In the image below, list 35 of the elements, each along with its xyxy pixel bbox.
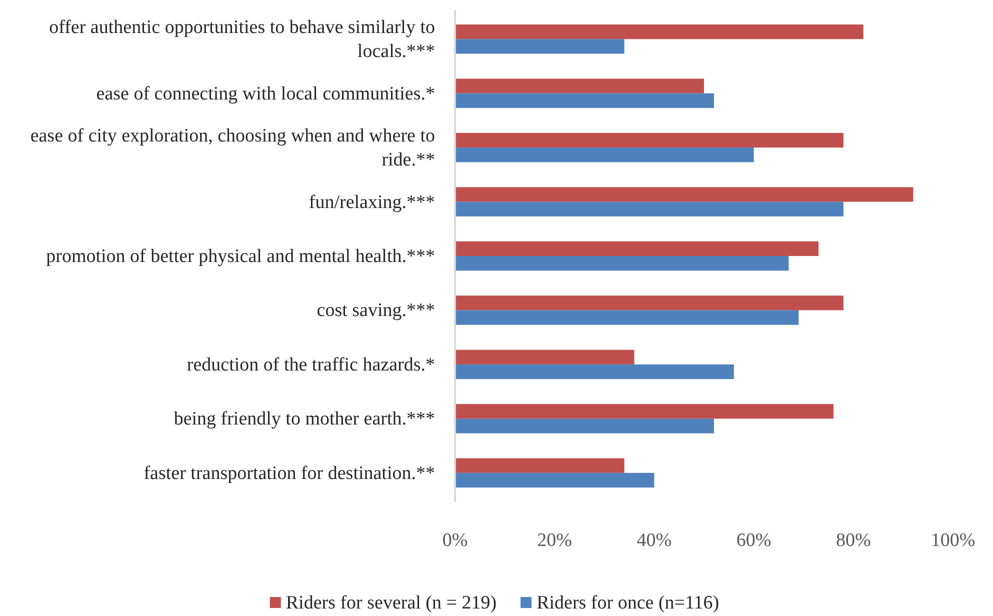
y-tick-label: cost saving.*** (316, 300, 435, 321)
y-tick-label: fun/relaxing.*** (308, 191, 435, 212)
bar (455, 404, 834, 419)
y-tick-label: promotion of better physical and mental health.*** (46, 246, 435, 266)
bar (455, 418, 714, 434)
bar (455, 310, 799, 325)
bar (455, 458, 624, 473)
y-tick-label: ease of connecting with local communities.* (96, 82, 435, 104)
x-tick-label: 60% (736, 530, 772, 551)
bar (455, 148, 754, 162)
bar (455, 364, 734, 380)
bar (455, 24, 864, 40)
legend-label: Riders for once (n=116) (536, 592, 720, 614)
y-tick-label: faster transportation for destination.** (144, 462, 435, 484)
x-tick-label: 40% (636, 530, 672, 551)
bar (455, 202, 844, 216)
bar (455, 132, 844, 148)
bar (455, 296, 844, 310)
bar (455, 93, 714, 108)
y-tick-label: being friendly to mother earth.*** (174, 408, 435, 430)
y-tick-label: reduction of the traffic hazards.* (186, 354, 435, 375)
bar (455, 350, 634, 364)
x-tick-label: 20% (537, 530, 572, 551)
bar (455, 472, 654, 488)
legend-label: Riders for several (n = 219) (286, 592, 497, 614)
y-tick-label: offer authentic opportunities to behave similarly to locals.*** (49, 16, 435, 62)
x-tick-label: 100% (930, 530, 976, 551)
bar (455, 187, 914, 202)
bar (455, 256, 789, 271)
x-tick-label: 80% (836, 530, 871, 551)
y-tick-label: ease of city exploration, choosing when and where to ride.** (30, 125, 435, 170)
bar (455, 39, 624, 54)
x-tick-label: 0% (442, 530, 468, 551)
bar (455, 241, 819, 256)
bar (455, 78, 704, 94)
